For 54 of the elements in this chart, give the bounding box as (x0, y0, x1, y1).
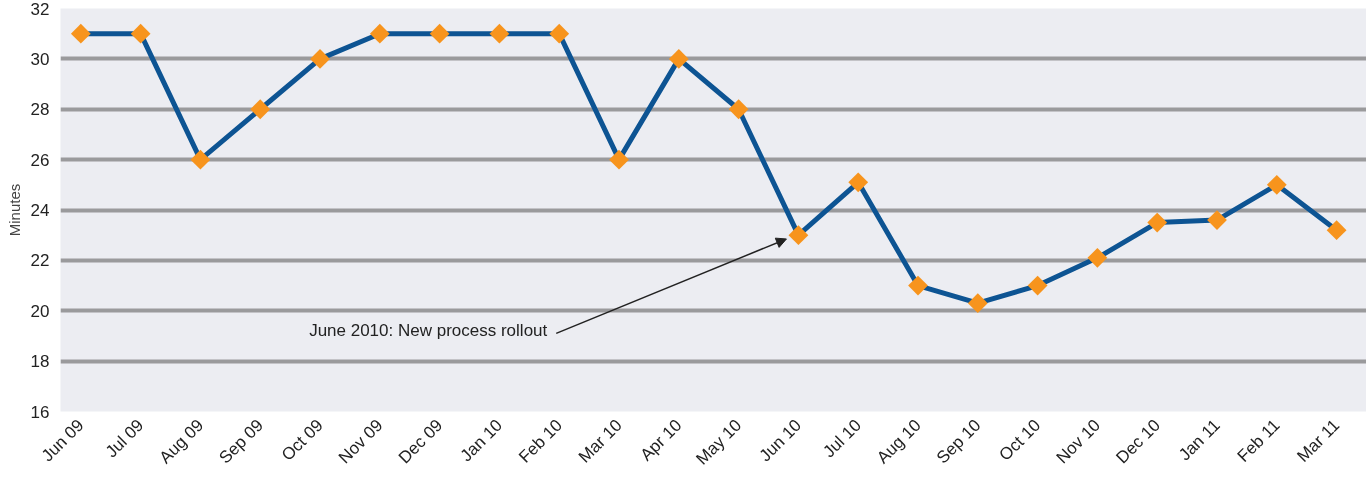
y-axis-title: Minutes (5, 183, 23, 237)
x-tick-label: Nov 10 (1052, 415, 1105, 468)
x-tick-label: Dec 09 (394, 415, 447, 468)
point (967, 293, 988, 314)
point (1027, 275, 1048, 296)
point (728, 99, 749, 120)
y-tick-label: 24 (30, 201, 50, 220)
point (250, 99, 271, 120)
point (190, 149, 211, 170)
y-tick-label: 18 (30, 352, 50, 372)
x-tick-label: Jul 09 (101, 415, 148, 462)
y-tick-label: 30 (30, 49, 50, 69)
x-tick-label: Oct 09 (277, 415, 327, 465)
point (609, 149, 629, 170)
point (1207, 210, 1227, 230)
x-tick-label: Sep 09 (215, 415, 267, 468)
x-tick-label: Feb 11 (1233, 415, 1284, 466)
annotation: June 2010: New process rollout (309, 321, 548, 341)
y-tick-label: 16 (30, 402, 50, 422)
x-tick-label: Mar 10 (574, 415, 626, 467)
x-tick-label: Nov 09 (335, 415, 387, 468)
point (429, 23, 450, 44)
point (549, 23, 570, 44)
point (369, 23, 390, 44)
y-tick-label: 32 (30, 0, 50, 19)
y-tick-label: 28 (30, 100, 50, 120)
point (1326, 220, 1347, 241)
point (788, 225, 809, 246)
point (489, 23, 510, 44)
x-tick-label: Mar 11 (1293, 415, 1344, 466)
y-tick-label: 20 (30, 301, 50, 321)
point (908, 275, 928, 296)
x-tick-label: Dec 10 (1112, 415, 1164, 468)
point (848, 172, 869, 193)
x-tick-label: Jan 11 (1175, 415, 1224, 465)
x-tick-label: Jun 10 (755, 415, 806, 466)
x-tick-label: Aug 09 (155, 415, 208, 468)
x-tick-label: Sep 10 (932, 415, 985, 468)
point (1087, 247, 1108, 268)
point (70, 23, 91, 44)
point (668, 48, 689, 69)
y-tick-label: 26 (30, 150, 50, 170)
x-tick-label: Aug 10 (873, 415, 925, 468)
point (1147, 212, 1168, 233)
point (130, 23, 151, 44)
point (310, 48, 330, 69)
x-tick-label: Oct 10 (995, 415, 1045, 465)
x-tick-label: Feb 10 (515, 415, 566, 467)
point (1266, 174, 1287, 195)
x-tick-label: May 10 (692, 415, 746, 469)
x-tick-label: Jul 10 (819, 415, 865, 462)
y-tick-label: 22 (30, 251, 50, 271)
x-tick-label: Jan 10 (456, 415, 507, 466)
x-tick-label: Apr 10 (636, 415, 686, 465)
